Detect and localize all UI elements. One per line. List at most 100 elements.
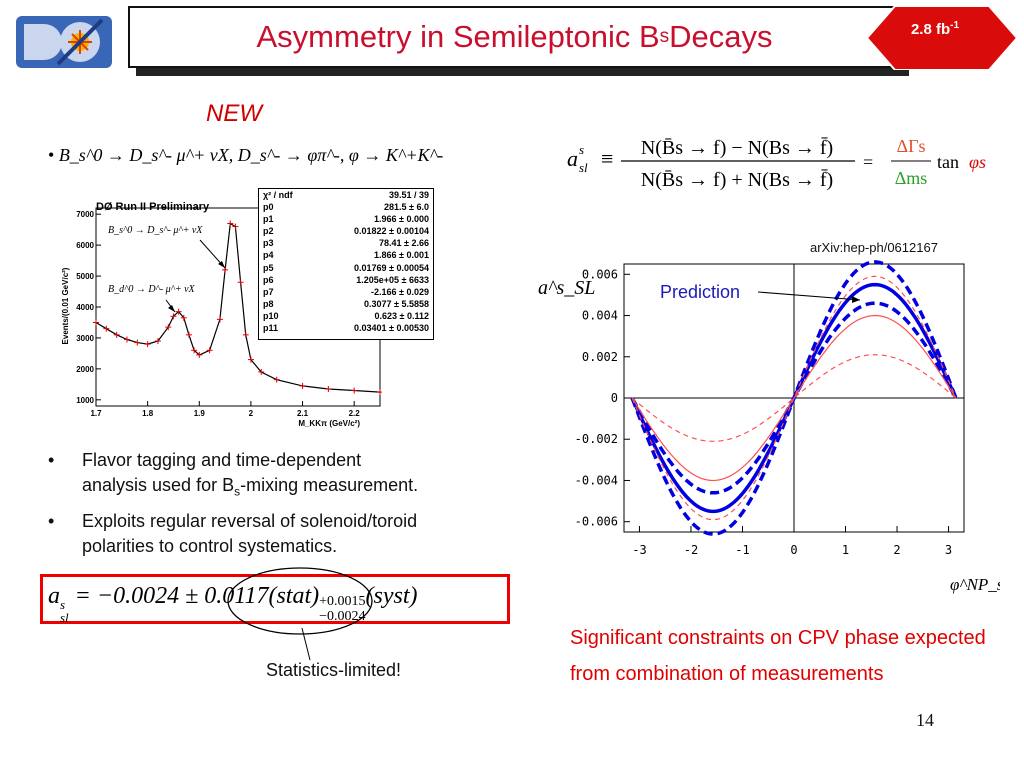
fit-param-value: 1.205e+05 ± 6633	[356, 274, 429, 285]
mass-x-tick-label: 2.1	[297, 409, 309, 418]
statistics-limited-note: Statistics-limited!	[266, 660, 402, 680]
stat-pointer-line	[301, 628, 311, 661]
fit-param-name: p7	[263, 286, 274, 297]
mass-y-tick-label: 3000	[76, 334, 94, 343]
fit-param-row: p4 1.866 ± 0.001	[259, 249, 433, 261]
pred-x-tick-label: -1	[735, 543, 749, 557]
conclusion-text: Significant constraints on CPV phase exp…	[570, 620, 1000, 692]
formula-syst: (syst)	[365, 583, 418, 609]
formula-symbol: a	[48, 583, 60, 609]
page-number: 14	[916, 710, 934, 730]
stat-highlight-ellipse	[227, 567, 373, 635]
bullet-line: polarities to control systematics.	[82, 535, 338, 556]
prediction-plot: 0.006 0.004 0.002 0 -0.002 -0.004 -0.006 -3 -2 -…	[538, 260, 1000, 594]
pred-y-tick-label: -0.006	[575, 515, 618, 529]
fit-param-value: 39.51 / 39	[388, 190, 429, 200]
def-tan: tan	[937, 152, 959, 172]
conclusion-line: Significant constraints on CPV phase exp…	[570, 627, 986, 685]
fit-param-value: 1.866 ± 0.001	[374, 250, 429, 261]
mass-x-tick-label: 1.9	[194, 409, 206, 418]
bullet-item: • Exploits regular reversal of solenoid/…	[48, 509, 518, 559]
fit-param-value: 0.01822 ± 0.00104	[353, 226, 429, 237]
pred-x-tick-label: 1	[842, 543, 849, 557]
formula-sub: sl	[60, 610, 69, 625]
luminosity-badge-text: 2.8 fb-1	[895, 20, 975, 38]
def-eq: =	[863, 152, 873, 172]
mass-y-tick-label: 4000	[76, 303, 94, 312]
formula-main: = −0.0024 ± 0.0117(stat)	[68, 583, 320, 609]
fit-param-row: χ² / ndf 39.51 / 39	[259, 189, 433, 201]
result-formula-box	[40, 574, 510, 624]
fit-param-name: p5	[263, 262, 274, 273]
prediction-curve	[631, 275, 957, 521]
prediction-plot-xlabel: φ^NP_s	[950, 575, 1000, 594]
def-phi: φs	[969, 152, 986, 172]
fit-param-value: 281.5 ± 6.0	[384, 202, 429, 213]
arxiv-reference: arXiv:hep-ph/0612167	[810, 240, 938, 255]
mass-x-tick-label: 1.7	[90, 409, 102, 418]
pred-y-tick-label: 0.006	[582, 267, 618, 281]
fit-param-row: p5 0.01769 ± 0.00054	[259, 262, 433, 274]
pred-x-tick-label: -2	[684, 543, 698, 557]
fit-param-value: 0.01769 ± 0.00054	[353, 262, 429, 273]
mass-x-tick-label: 2.2	[349, 409, 361, 418]
bullet-list: • Flavor tagging and time-dependent anal…	[48, 448, 518, 559]
bullet-marker: •	[48, 145, 55, 165]
fit-param-name: p2	[263, 226, 274, 237]
fit-param-name: p6	[263, 274, 274, 285]
fit-param-value: 0.3077 ± 5.5858	[364, 298, 429, 309]
def-sub: sl	[579, 160, 588, 175]
def-denominator: N(B̄s → f) + N(Bs → f̄)	[641, 168, 833, 191]
mass-y-tick-label: 5000	[76, 272, 94, 281]
mass-y-tick-label: 6000	[76, 241, 94, 250]
new-label: NEW	[206, 100, 262, 127]
fit-param-value: 78.41 ± 2.66	[379, 238, 429, 249]
badge-value: 2.8 fb	[910, 21, 951, 38]
pred-y-tick-label: 0	[611, 391, 618, 405]
def-symbol: a	[567, 146, 578, 171]
pred-x-tick-label: 2	[893, 543, 900, 557]
fit-param-value: 0.03401 ± 0.00530	[353, 323, 429, 334]
bullet-line: Flavor tagging and time-dependent	[82, 450, 362, 470]
bullet-marker: •	[48, 510, 55, 531]
prediction-plot-ylabel: a^s_SL	[538, 277, 595, 299]
formula-err-down: −0.0024	[319, 609, 366, 624]
bd-annotation: B_d^0 → D^- μ^+ νX	[108, 284, 196, 295]
fit-param-row: p1 1.966 ± 0.000	[259, 213, 433, 225]
prediction-curve	[631, 314, 957, 482]
decay-chain-bullet: • B_s^0 → D_s^- μ^+ νX, D_s^- → φπ^-, φ …	[48, 145, 443, 166]
pred-x-tick-label: 3	[945, 543, 952, 557]
mass-plot-ylabel: Events/(0.01 GeV/c²)	[61, 267, 70, 344]
pred-y-tick-label: -0.004	[575, 473, 618, 487]
mass-x-tick-label: 1.8	[142, 409, 154, 418]
bullet-line: Exploits regular reversal of solenoid/to…	[82, 510, 418, 531]
formula-err-up: +0.0015	[319, 594, 366, 609]
def-equiv: ≡	[601, 146, 613, 171]
pred-y-tick-label: -0.002	[575, 432, 618, 446]
fit-param-name: p3	[263, 238, 274, 249]
mass-y-tick-label: 7000	[76, 210, 94, 219]
fit-param-name: p1	[263, 214, 274, 225]
pred-y-tick-label: 0.002	[582, 350, 618, 364]
def-numerator: N(B̄s → f) − N(Bs → f̄)	[641, 136, 833, 159]
def-delta-m: Δms	[895, 168, 928, 188]
title-subscript: s	[659, 26, 670, 47]
prediction-pointer	[757, 291, 861, 301]
decay-chain-text: B_s^0 → D_s^- μ^+ νX, D_s^- → φπ^-, φ → …	[58, 145, 444, 165]
fit-param-name: p4	[263, 250, 274, 261]
def-sup: s	[579, 142, 584, 157]
title-text: Asymmetry in Semileptonic B	[256, 19, 660, 54]
prediction-curve	[631, 354, 957, 442]
fit-param-value: 0.623 ± 0.112	[374, 310, 430, 321]
pred-x-tick-label: -3	[632, 543, 646, 557]
fit-param-value: 1.966 ± 0.000	[374, 214, 429, 225]
title-tail: Decays	[669, 19, 773, 54]
asymmetry-definition: a s sl ≡ N(B̄s → f) − N(Bs → f̄) N(B̄s →…	[567, 136, 986, 191]
fit-param-row: p10 0.623 ± 0.112	[259, 310, 433, 322]
pred-y-tick-label: 0.004	[582, 309, 618, 323]
mass-x-tick-label: 2	[249, 409, 254, 418]
bullet-line: analysis used for Bs-mixing measurement.	[82, 473, 418, 505]
bs-annotation: B_s^0 → D_s^- μ^+ νX	[108, 225, 203, 236]
fit-param-name: p0	[263, 202, 274, 213]
